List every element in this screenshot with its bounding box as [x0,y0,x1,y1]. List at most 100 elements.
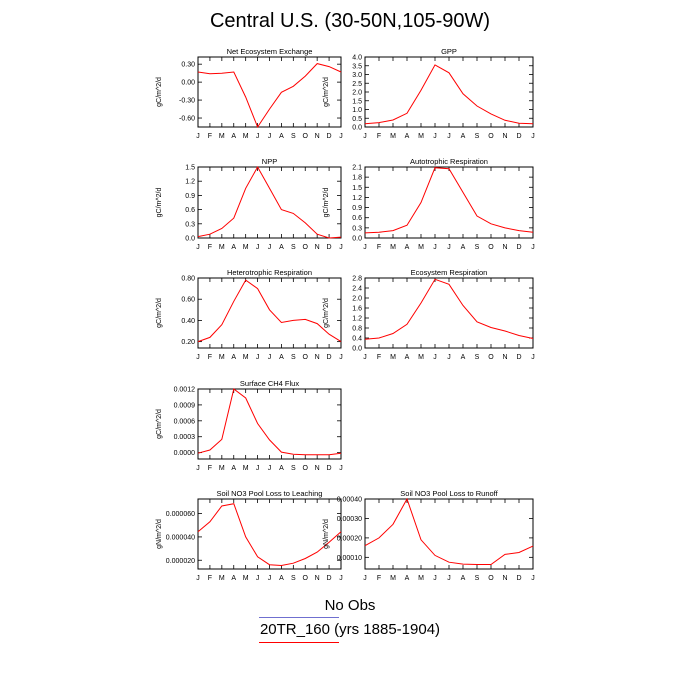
y-tick-label: 0.6 [185,207,195,214]
y-tick-label: 0.40 [181,318,195,325]
y-tick-label: 1.8 [352,175,362,182]
x-tick-label: J [531,244,535,251]
y-axis-label: gC/m^2/d [323,77,330,107]
x-tick-label: J [447,575,451,582]
y-axis-label: gC/m^2/d [156,409,163,439]
y-tick-label: -0.30 [179,98,195,105]
x-tick-label: S [291,133,296,140]
x-tick-label: J [433,133,437,140]
x-tick-label: O [303,465,309,472]
series-line [197,165,342,239]
y-axis-label: gC/m^2/d [156,77,163,107]
x-tick-label: J [268,133,272,140]
x-tick-label: S [475,133,480,140]
x-tick-label: M [219,244,225,251]
series-line [197,63,342,129]
panel-title: Surface CH4 Flux [240,379,299,388]
x-tick-label: J [268,244,272,251]
y-tick-label: 0.0003 [174,434,196,441]
x-tick-label: S [291,575,296,582]
x-tick-label: M [243,244,249,251]
y-tick-label: 3.0 [352,72,362,79]
panel-title: Heterotrophic Respiration [227,268,312,277]
plot-frame [197,388,342,460]
x-tick-label: M [243,133,249,140]
x-tick-label: J [268,354,272,361]
x-tick-label: O [303,244,309,251]
legend-label-obs: No Obs [324,597,376,614]
x-tick-label: O [488,575,494,582]
x-tick-label: J [363,244,367,251]
x-tick-label: A [279,133,284,140]
x-tick-label: S [475,244,480,251]
x-tick-label: J [268,575,272,582]
plot-frame [364,166,534,239]
y-tick-label: 0.0 [352,125,362,132]
y-tick-label: 2.0 [352,296,362,303]
x-tick-label: J [256,575,260,582]
x-tick-label: A [405,133,410,140]
y-tick-label: 0.0 [185,236,195,243]
x-tick-label: A [279,244,284,251]
y-tick-label: 0.000040 [166,534,195,541]
x-tick-label: M [418,244,424,251]
panel-title: Net Ecosystem Exchange [227,47,313,56]
plot-frame [364,56,534,128]
y-tick-label: 1.5 [352,98,362,105]
y-tick-label: 0.000020 [166,558,195,565]
y-tick-label: 2.5 [352,81,362,88]
y-tick-label: 0.00010 [337,555,362,562]
x-tick-label: O [488,133,494,140]
x-tick-label: D [327,244,332,251]
y-tick-label: 0.9 [185,193,195,200]
x-tick-label: J [339,575,343,582]
plot-frame [197,277,342,349]
x-tick-label: J [196,575,200,582]
y-tick-label: 0.0 [352,346,362,353]
x-tick-label: N [315,133,320,140]
x-tick-label: J [268,465,272,472]
y-tick-label: 0.000060 [166,511,195,518]
x-tick-label: A [461,244,466,251]
x-tick-label: M [418,575,424,582]
x-tick-label: M [219,354,225,361]
x-tick-label: D [327,465,332,472]
y-tick-label: 0.0000 [174,450,196,457]
y-tick-label: 0.9 [352,205,362,212]
y-tick-label: 0.3 [352,225,362,232]
y-tick-label: 0.20 [181,339,195,346]
x-tick-label: N [315,465,320,472]
series-line [197,388,342,456]
x-tick-label: J [196,133,200,140]
x-tick-label: A [231,354,236,361]
y-tick-label: 1.6 [352,306,362,313]
x-tick-label: J [447,354,451,361]
y-tick-label: 0.00020 [337,535,362,542]
y-tick-label: 0.3 [185,221,195,228]
x-tick-label: J [531,575,535,582]
x-tick-label: D [327,575,332,582]
x-tick-label: A [279,354,284,361]
y-tick-label: 0.6 [352,215,362,222]
x-tick-label: J [256,133,260,140]
x-tick-label: A [405,575,410,582]
plot-frame [197,166,342,239]
x-tick-label: N [502,133,507,140]
x-tick-label: J [339,465,343,472]
y-axis-label: gC/m^2/d [156,298,163,328]
y-axis-label: gC/m^2/d [156,188,163,218]
series-line [197,279,342,343]
x-tick-label: F [377,575,381,582]
y-tick-label: 0.00 [181,80,195,87]
x-tick-label: M [418,133,424,140]
x-tick-label: A [279,575,284,582]
x-tick-label: D [516,133,521,140]
x-tick-label: A [231,133,236,140]
y-tick-label: 0.30 [181,62,195,69]
x-tick-label: M [390,575,396,582]
x-tick-label: S [291,354,296,361]
x-tick-label: F [208,133,212,140]
x-tick-label: D [516,354,521,361]
x-tick-label: S [291,465,296,472]
